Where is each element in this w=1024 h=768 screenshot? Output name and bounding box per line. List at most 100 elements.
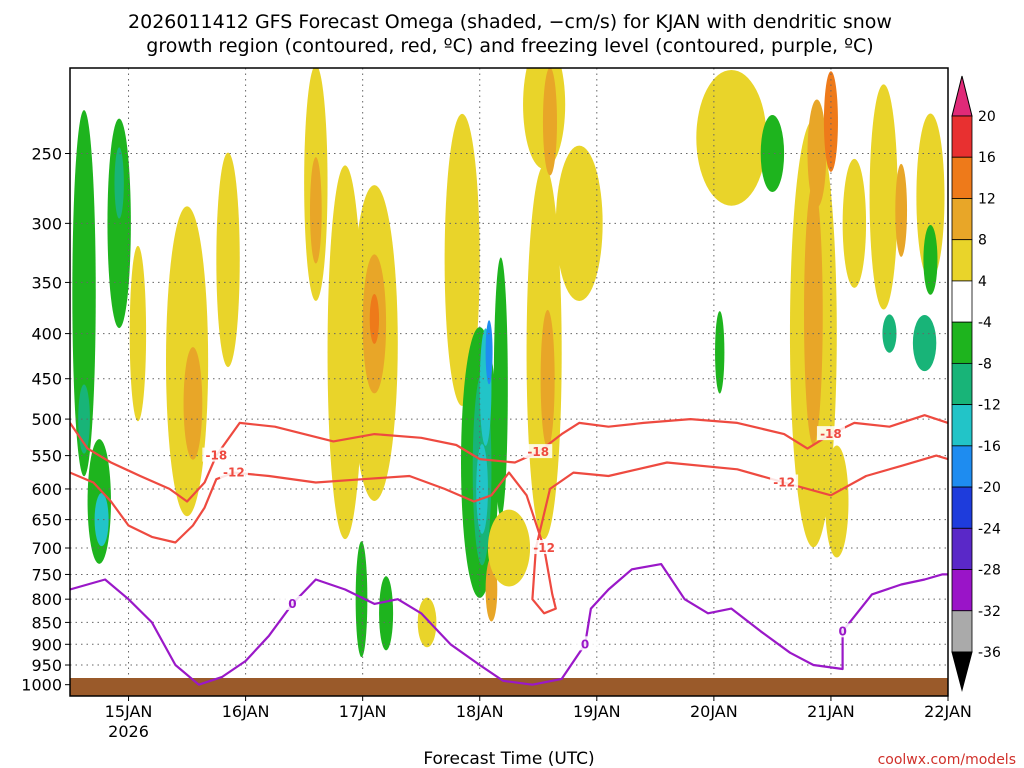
credit-text: coolwx.com/models	[878, 752, 1016, 768]
x-tick-label-20JAN: 20JAN	[690, 702, 738, 721]
freezing-contour-label-bg-0-0	[278, 595, 307, 610]
y-tick-label-850: 850	[31, 613, 62, 632]
omega-shade-8	[183, 347, 203, 460]
dgz-contour-label-bg-1-1	[530, 540, 559, 555]
omega-shade-29	[487, 509, 531, 587]
y-tick-label-350: 350	[31, 273, 62, 292]
colorbar-bottom-arrow	[951, 651, 973, 692]
dgz-contour-label-1-0: -12	[223, 466, 245, 480]
colorbar-label-16: 16	[978, 150, 996, 166]
dgz-contour-label-0-0: -18	[205, 449, 227, 463]
dgz-contour-label-bg-1-2	[770, 474, 799, 489]
omega-shade-4	[107, 118, 131, 329]
omega-shade-28	[540, 309, 555, 448]
omega-shade-24	[485, 320, 493, 385]
colorbar-label--24: -24	[978, 521, 1001, 537]
colorbar-label-20: 20	[978, 109, 996, 125]
omega-shade-37	[804, 183, 823, 445]
y-tick-label-400: 400	[31, 325, 62, 344]
x-tick-label-15JAN: 15JAN	[105, 702, 153, 721]
colorbar: 20 16 12 8 4 -4 -8 -12 -16 -20 -24 -28 -32 -36	[951, 75, 1001, 692]
omega-shade-43	[916, 113, 945, 281]
y-tick-label-250: 250	[31, 144, 62, 163]
dgz-contour-label-bg-0-1	[524, 444, 553, 459]
colorbar-segment-11	[951, 569, 973, 612]
colorbar-segment-6	[951, 362, 973, 406]
y-tick-label-500: 500	[31, 410, 62, 429]
plot-border	[69, 67, 949, 697]
omega-shade-5	[114, 147, 124, 219]
colorbar-segment-0	[951, 115, 973, 158]
y-tick-label-950: 950	[31, 656, 62, 675]
colorbar-segment-2	[951, 198, 973, 241]
omega-shade-38	[807, 99, 827, 208]
omega-shade-41	[869, 84, 898, 310]
colorbar-segment-8	[951, 445, 973, 488]
omega-shade-0	[72, 110, 96, 477]
freezing-contour-label-0-0: 0	[288, 597, 296, 611]
omega-shade-39	[823, 71, 838, 172]
x-tick-label-18JAN: 18JAN	[456, 702, 504, 721]
dgz-contour-label-bg-0-2	[816, 426, 845, 441]
surface-ground	[70, 678, 948, 696]
colorbar-segment-12	[951, 610, 973, 653]
colorbar-label--4: -4	[978, 315, 992, 331]
y-tick-label-650: 650	[31, 511, 62, 530]
dgz-contour-0	[70, 414, 948, 503]
colorbar-segment-4	[951, 280, 973, 323]
y-tick-label-900: 900	[31, 635, 62, 654]
omega-shade-17	[379, 576, 394, 651]
colorbar-label--16: -16	[978, 439, 1001, 455]
omega-shade-42	[895, 163, 908, 257]
omega-shade-3	[94, 493, 109, 547]
omega-shade-46	[882, 314, 897, 353]
x-tick-year: 2026	[108, 722, 149, 741]
omega-shade-18	[417, 597, 437, 648]
y-axis: 250 300 350 400 450 500 550 600 650 700 750 800 850 9…	[21, 144, 70, 695]
plot-area: -18 -18 -18 -12 -12 -12 0 0 0	[69, 67, 949, 697]
omega-shade-34	[696, 70, 767, 206]
colorbar-segment-1	[951, 156, 973, 199]
omega-shade-15	[369, 294, 380, 344]
colorbar-label--20: -20	[978, 480, 1001, 496]
omega-shade-47	[825, 445, 849, 558]
omega-shade-1	[78, 384, 90, 454]
freezing-contour-0	[70, 563, 948, 686]
y-tick-label-1000: 1000	[21, 676, 62, 695]
dgz-contour-1	[70, 454, 948, 615]
y-tick-label-450: 450	[31, 370, 62, 389]
chart-title-line-1: 2026011412 GFS Forecast Omega (shaded, −…	[128, 11, 892, 33]
y-tick-label-600: 600	[31, 480, 62, 499]
colorbar-label--28: -28	[978, 563, 1001, 579]
omega-shade-32	[555, 145, 603, 302]
y-tick-label-800: 800	[31, 590, 62, 609]
dgz-contour-label-bg-1-0	[219, 464, 248, 479]
colorbar-segment-9	[951, 486, 973, 529]
gridlines	[70, 68, 949, 696]
colorbar-segment-10	[951, 527, 973, 570]
y-tick-label-750: 750	[31, 565, 62, 584]
y-tick-label-550: 550	[31, 447, 62, 466]
contour-layer: -18 -18 -18 -12 -12 -12 0 0 0	[70, 414, 948, 686]
omega-shade-19	[444, 113, 480, 406]
freezing-contour-label-bg-0-1	[571, 636, 600, 651]
x-axis-label: Forecast Time (UTC)	[423, 749, 594, 768]
colorbar-segment-7	[951, 404, 973, 447]
x-tick-label-19JAN: 19JAN	[573, 702, 621, 721]
omega-shade-45	[912, 314, 937, 372]
dgz-contour-label-1-2: -12	[773, 476, 795, 490]
colorbar-segment-3	[951, 239, 973, 282]
omega-shade-23	[476, 444, 488, 534]
omega-shade-31	[542, 68, 557, 176]
x-tick-label-17JAN: 17JAN	[339, 702, 387, 721]
omega-shade-6	[129, 245, 147, 422]
omega-shade-44	[923, 224, 938, 295]
dgz-contour-label-1-1: -12	[533, 541, 555, 555]
colorbar-label-12: 12	[978, 191, 996, 207]
colorbar-label--32: -32	[978, 604, 1001, 620]
colorbar-label--8: -8	[978, 356, 992, 372]
omega-shade-40	[842, 158, 867, 288]
omega-shade-35	[760, 115, 785, 192]
x-tick-label-22JAN: 22JAN	[924, 702, 972, 721]
